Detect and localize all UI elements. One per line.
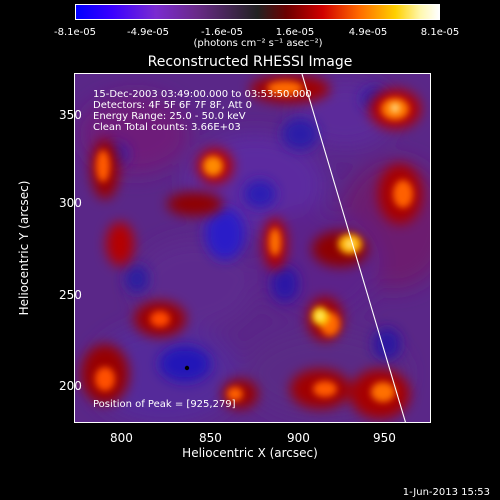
y-axis-tick: 250 xyxy=(59,288,82,302)
y-axis-tick: 200 xyxy=(59,379,82,393)
x-axis-tick: 800 xyxy=(110,431,133,445)
clean-annotation: Clean Total counts: 3.66E+03 xyxy=(93,122,241,133)
y-axis-tick: 350 xyxy=(59,108,82,122)
colorbar xyxy=(75,4,440,20)
rhessi-image-panel: 15-Dec-2003 03:49:00.000 to 03:53:50.000… xyxy=(74,73,431,423)
image-title: Reconstructed RHESSI Image xyxy=(147,54,353,70)
colorbar-tick: -1.6e-05 xyxy=(201,27,243,38)
heatmap-canvas xyxy=(75,74,430,422)
y-axis-label: Heliocentric Y (arcsec) xyxy=(17,180,31,316)
limb-line xyxy=(301,74,406,422)
colorbar-tick: -4.9e-05 xyxy=(127,27,169,38)
x-axis-tick: 950 xyxy=(373,431,396,445)
colorbar-tick: -8.1e-05 xyxy=(54,27,96,38)
colorbar-tick: 8.1e-05 xyxy=(420,27,460,38)
detectors-annotation: Detectors: 4F 5F 6F 7F 8F, Att 0 xyxy=(93,100,253,111)
center-marker xyxy=(184,365,190,371)
colorbar-unit-label: (photons cm⁻² s⁻¹ asec⁻²) xyxy=(193,38,323,49)
y-axis-tick: 300 xyxy=(59,196,82,210)
generation-timestamp: 1-Jun-2013 15:53 xyxy=(402,487,490,498)
energy-range-annotation: Energy Range: 25.0 - 50.0 keV xyxy=(93,111,246,122)
x-axis-tick: 900 xyxy=(287,431,310,445)
time-range-annotation: 15-Dec-2003 03:49:00.000 to 03:53:50.000 xyxy=(93,89,312,100)
colorbar-tick: 1.6e-05 xyxy=(275,27,315,38)
x-axis-label: Heliocentric X (arcsec) xyxy=(182,446,318,460)
colorbar-tick: 4.9e-05 xyxy=(348,27,388,38)
x-axis-tick: 850 xyxy=(199,431,222,445)
peak-position-annotation: Position of Peak = [925,279] xyxy=(93,399,236,410)
